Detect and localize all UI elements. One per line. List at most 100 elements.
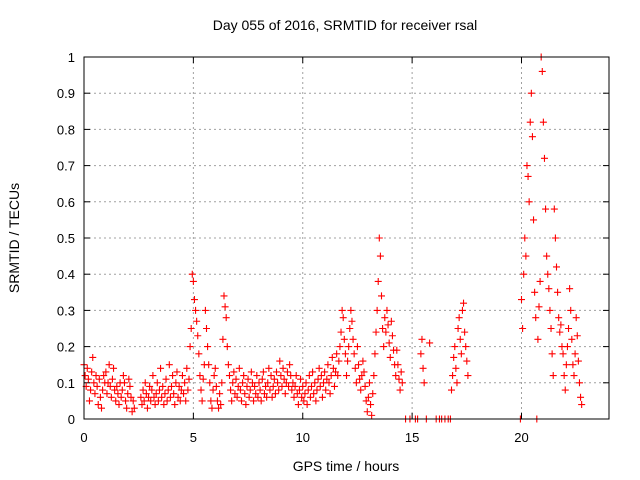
data-point: [277, 372, 285, 380]
data-point: [527, 89, 535, 97]
data-point: [419, 364, 427, 372]
data-point: [394, 361, 402, 369]
data-point: [375, 234, 383, 242]
data-point: [334, 372, 342, 380]
data-point: [189, 277, 197, 285]
data-point: [258, 375, 266, 383]
data-point: [227, 386, 235, 394]
data-point: [346, 325, 354, 332]
data-point: [201, 306, 209, 314]
data-point: [158, 393, 166, 401]
data-point: [174, 393, 182, 401]
data-point: [96, 393, 104, 401]
data-point: [304, 386, 312, 394]
data-point: [315, 364, 323, 372]
data-point: [559, 350, 567, 358]
data-point: [242, 401, 250, 409]
data-point: [254, 393, 262, 401]
data-point: [382, 328, 390, 336]
data-point: [518, 296, 525, 304]
data-point: [119, 372, 127, 380]
data-point: [574, 357, 582, 365]
data-point: [531, 288, 539, 296]
data-point: [240, 372, 248, 380]
data-point: [151, 401, 159, 409]
data-point: [569, 361, 577, 369]
data-point: [207, 397, 215, 405]
data-point: [578, 401, 586, 409]
data-point: [105, 361, 113, 369]
data-point: [161, 390, 169, 398]
data-point: [190, 296, 198, 304]
data-point: [244, 375, 252, 383]
data-point: [90, 379, 98, 387]
data-point: [178, 372, 186, 380]
data-point: [306, 393, 314, 401]
data-point: [106, 382, 114, 390]
data-point: [120, 379, 128, 387]
data-point: [209, 386, 217, 394]
data-point: [353, 343, 361, 351]
data-point: [355, 361, 363, 369]
data-point: [219, 335, 227, 343]
data-point: [373, 306, 381, 314]
data-point: [117, 393, 125, 401]
data-point: [363, 408, 371, 416]
data-point: [521, 234, 529, 242]
data-point: [260, 390, 268, 398]
data-point: [170, 390, 178, 398]
data-point: [110, 364, 118, 372]
data-point: [386, 353, 394, 361]
axis-ticks: 00.10.20.30.40.50.60.70.80.910 5 10 15 20: [57, 50, 609, 445]
data-point: [426, 339, 434, 347]
grid-lines: [84, 57, 609, 419]
data-point: [125, 375, 133, 383]
data-point: [185, 375, 193, 383]
data-point: [290, 393, 298, 401]
data-point: [256, 386, 264, 394]
data-point: [563, 343, 571, 351]
data-point: [327, 372, 335, 380]
data-point: [329, 364, 337, 372]
data-point: [157, 364, 165, 372]
data-point: [234, 382, 242, 390]
data-point: [142, 390, 150, 398]
data-point: [348, 317, 356, 325]
data-point: [300, 397, 308, 405]
data-point: [457, 350, 465, 358]
data-point: [265, 364, 273, 372]
data-point: [383, 306, 391, 314]
data-point: [393, 346, 401, 354]
x-tick-label: 5: [190, 430, 197, 445]
data-point: [107, 393, 115, 401]
data-point: [456, 335, 464, 343]
data-point: [282, 379, 290, 387]
data-point: [367, 401, 375, 409]
data-point: [171, 401, 179, 409]
data-point: [221, 303, 229, 311]
data-point: [175, 382, 183, 390]
data-point: [380, 343, 388, 351]
data-point: [124, 390, 132, 398]
data-point: [273, 368, 280, 376]
data-point: [352, 379, 360, 387]
data-point: [186, 343, 194, 351]
data-point: [289, 379, 297, 387]
data-point: [464, 372, 472, 380]
data-point: [288, 386, 296, 394]
data-point: [561, 386, 569, 394]
data-point: [341, 350, 349, 358]
data-point: [195, 350, 203, 358]
data-point: [208, 404, 216, 412]
data-point: [165, 361, 173, 369]
data-point: [388, 332, 396, 340]
data-point: [398, 379, 406, 387]
y-tick-label: 0.3: [57, 303, 75, 318]
data-point: [573, 332, 581, 340]
data-point: [449, 372, 457, 380]
data-point: [203, 325, 210, 332]
data-point: [526, 118, 534, 126]
x-tick-label: 0: [80, 430, 87, 445]
data-point: [126, 382, 134, 390]
